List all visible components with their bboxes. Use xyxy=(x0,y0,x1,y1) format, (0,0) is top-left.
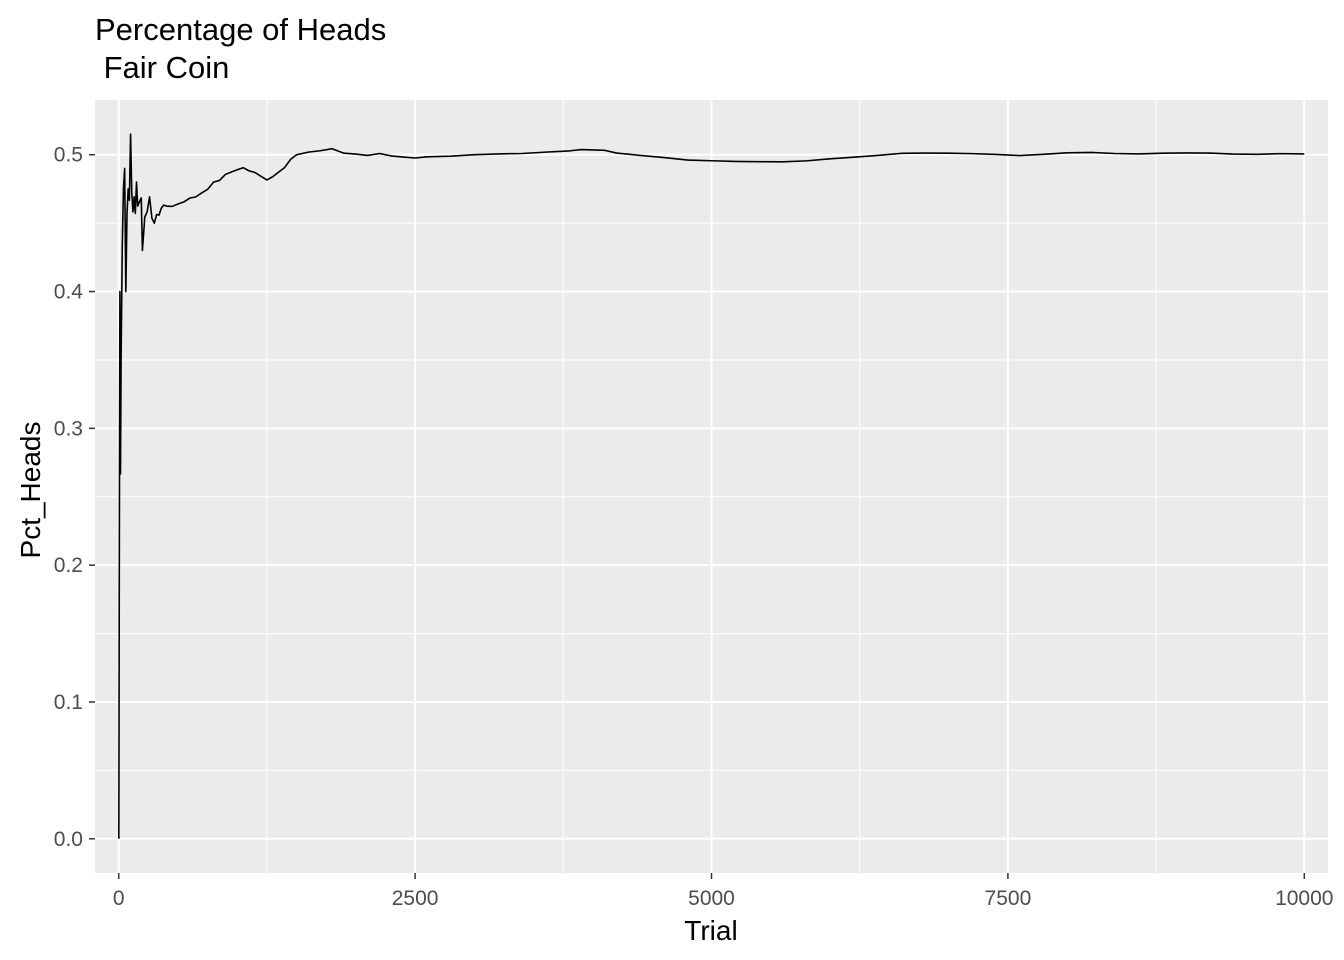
chart-title: Percentage of Heads xyxy=(95,12,386,47)
y-tick-label: 0.3 xyxy=(54,417,83,440)
x-axis: 0 2500 5000 7500 10000 xyxy=(113,873,1333,910)
x-tick-label: 10000 xyxy=(1275,887,1333,910)
x-axis-title: Trial xyxy=(684,915,737,946)
y-tick-label: 0.2 xyxy=(54,554,83,577)
x-tick-label: 7500 xyxy=(985,887,1032,910)
y-tick-label: 0.5 xyxy=(54,144,83,167)
x-tick-label: 0 xyxy=(113,887,125,910)
y-axis: 0.0 0.1 0.2 0.3 0.4 0.5 xyxy=(54,144,95,851)
x-tick-label: 2500 xyxy=(392,887,439,910)
y-tick-label: 0.1 xyxy=(54,691,83,714)
chart-subtitle: Fair Coin xyxy=(95,50,229,85)
y-axis-title: Pct_Heads xyxy=(15,422,46,559)
y-tick-label: 0.4 xyxy=(54,281,84,304)
y-tick-label: 0.0 xyxy=(54,828,83,851)
x-tick-label: 5000 xyxy=(688,887,735,910)
series-line xyxy=(118,133,1305,839)
